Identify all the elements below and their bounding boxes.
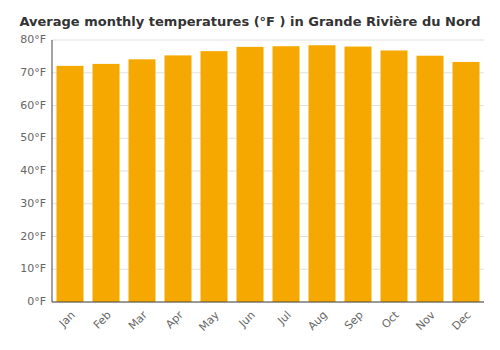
y-axis-line [52, 40, 53, 302]
chart-title: Average monthly temperatures (°F ) in Gr… [19, 14, 480, 29]
y-tick-label: 20°F [20, 230, 46, 243]
x-tick-label: Dec [450, 309, 474, 333]
bar [345, 47, 372, 302]
x-tick-label: Sep [342, 309, 366, 333]
x-tick-label: Feb [91, 309, 114, 332]
x-tick-label: Jun [236, 309, 258, 331]
grid-line [52, 40, 484, 41]
x-tick-label: Mar [126, 308, 150, 332]
x-tick-label: Jan [56, 309, 78, 331]
x-axis-line [52, 302, 484, 303]
y-tick-label: 50°F [20, 131, 46, 144]
y-tick-label: 80°F [20, 33, 46, 46]
bar [273, 46, 300, 302]
bar [129, 59, 156, 302]
x-tick-labels: Jan Feb Mar Apr May Jun Jul Aug Sep Oct Nov Dec [56, 308, 474, 334]
grid [52, 40, 484, 302]
bar [453, 62, 480, 302]
x-tick-label: Aug [305, 309, 329, 333]
grid-line [52, 302, 484, 303]
bar [309, 45, 336, 302]
chart-container: 0°F 10°F 20°F 30°F 40°F 50°F 60°F 70°F 80°F Jan Fe… [0, 0, 500, 350]
y-tick-label: 40°F [20, 164, 46, 177]
y-tick-label: 70°F [20, 66, 46, 79]
y-tick-labels: 0°F 10°F 20°F 30°F 40°F 50°F 60°F 70°F 80°F [20, 33, 46, 308]
bars [57, 45, 480, 302]
x-tick-label: Apr [163, 308, 186, 331]
x-tick-label: May [196, 308, 222, 334]
x-tick-label: Jul [274, 309, 293, 328]
bar [93, 64, 120, 302]
y-tick-label: 60°F [20, 99, 46, 112]
bar [237, 47, 264, 302]
bar [57, 66, 84, 302]
y-tick-label: 0°F [27, 295, 46, 308]
bar [165, 55, 192, 302]
y-tick-label: 10°F [20, 262, 46, 275]
y-tick-label: 30°F [20, 197, 46, 210]
x-tick-label: Oct [379, 308, 402, 331]
bar [381, 50, 408, 302]
chart-svg: 0°F 10°F 20°F 30°F 40°F 50°F 60°F 70°F 80°F Jan Fe… [0, 0, 500, 350]
bar [201, 51, 228, 302]
x-tick-label: Nov [413, 308, 438, 333]
bar [417, 56, 444, 302]
